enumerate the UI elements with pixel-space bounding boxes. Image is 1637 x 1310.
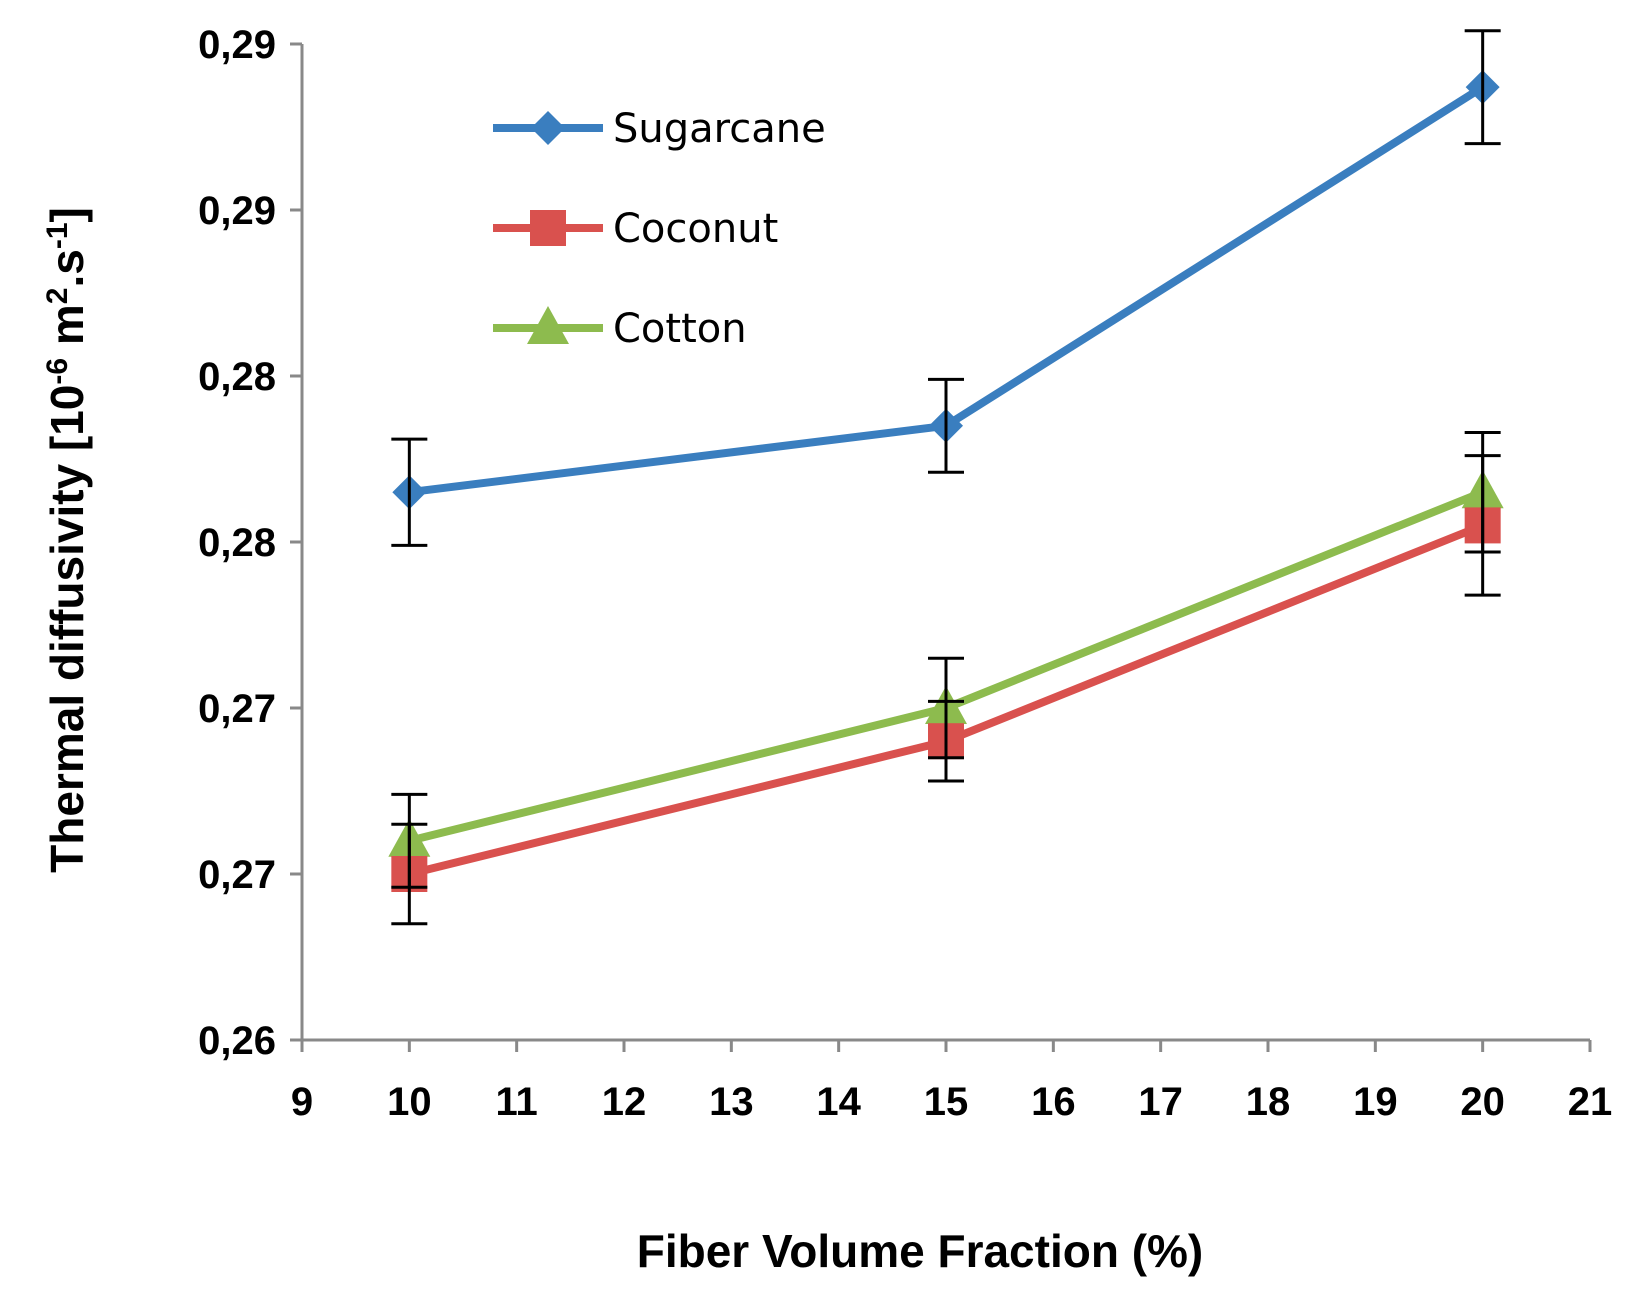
x-tick-label: 21: [1568, 1080, 1613, 1124]
y-ticks: 0,26 0,27 0,27 0,28 0,28 0,29 0,29: [198, 23, 302, 1063]
y-axis-title-mid2: .s: [41, 249, 93, 287]
x-tick-label: 10: [387, 1080, 432, 1124]
y-tick-label: 0,29: [198, 23, 276, 67]
y-axis-title-exp2: 2: [41, 288, 74, 305]
error-bars-coconut: [391, 454, 1501, 926]
x-tick-label: 11: [496, 1080, 538, 1124]
x-tick-label: 13: [709, 1080, 754, 1124]
legend-item-coconut: Coconut: [493, 206, 778, 252]
y-axis-title-exp3: -1: [41, 222, 74, 249]
legend-label: Coconut: [613, 206, 778, 252]
x-tick-label: 14: [816, 1080, 861, 1124]
legend-marker: [530, 210, 566, 246]
legend-item-sugarcane: Sugarcane: [493, 106, 826, 152]
x-tick-label: 9: [291, 1080, 313, 1124]
error-bars-cotton: [391, 430, 1501, 889]
y-axis-title-main: Thermal diffusivity [10: [41, 385, 93, 873]
y-tick-label: 0,27: [198, 853, 276, 897]
x-ticks: 9 10 11 12 13 14 15 16 17 18 19 20 21: [291, 1040, 1612, 1124]
axes: [300, 44, 1590, 1042]
error-bars-sugarcane: [391, 29, 1501, 547]
y-tick-label: 0,27: [198, 687, 276, 731]
legend-marker: [527, 306, 569, 344]
x-axis-title: Fiber Volume Fraction (%): [637, 1225, 1204, 1277]
x-tick-label: 19: [1353, 1080, 1398, 1124]
y-tick-label: 0,28: [198, 521, 276, 565]
y-tick-label: 0,29: [198, 189, 276, 233]
x-tick-label: 16: [1031, 1080, 1076, 1124]
y-tick-label: 0,26: [198, 1019, 276, 1063]
y-axis-title-mid: m: [41, 304, 93, 358]
x-tick-label: 12: [602, 1080, 647, 1124]
series-layer: [388, 29, 1504, 926]
legend-label: Cotton: [613, 306, 747, 352]
x-tick-label: 18: [1246, 1080, 1291, 1124]
x-tick-label: 17: [1138, 1080, 1183, 1124]
legend-item-cotton: Cotton: [493, 306, 747, 352]
legend-marker: [531, 111, 565, 145]
x-tick-label: 20: [1460, 1080, 1505, 1124]
x-tick-label: 15: [924, 1080, 969, 1124]
y-axis-title-exp1: -6: [41, 358, 74, 385]
legend-label: Sugarcane: [613, 106, 826, 152]
y-axis-title: Thermal diffusivity [10-6 m2.s-1]: [41, 207, 93, 873]
y-axis-title-end: ]: [41, 207, 93, 222]
y-tick-label: 0,28: [198, 355, 276, 399]
legend: Sugarcane Coconut Cotton: [493, 106, 826, 352]
